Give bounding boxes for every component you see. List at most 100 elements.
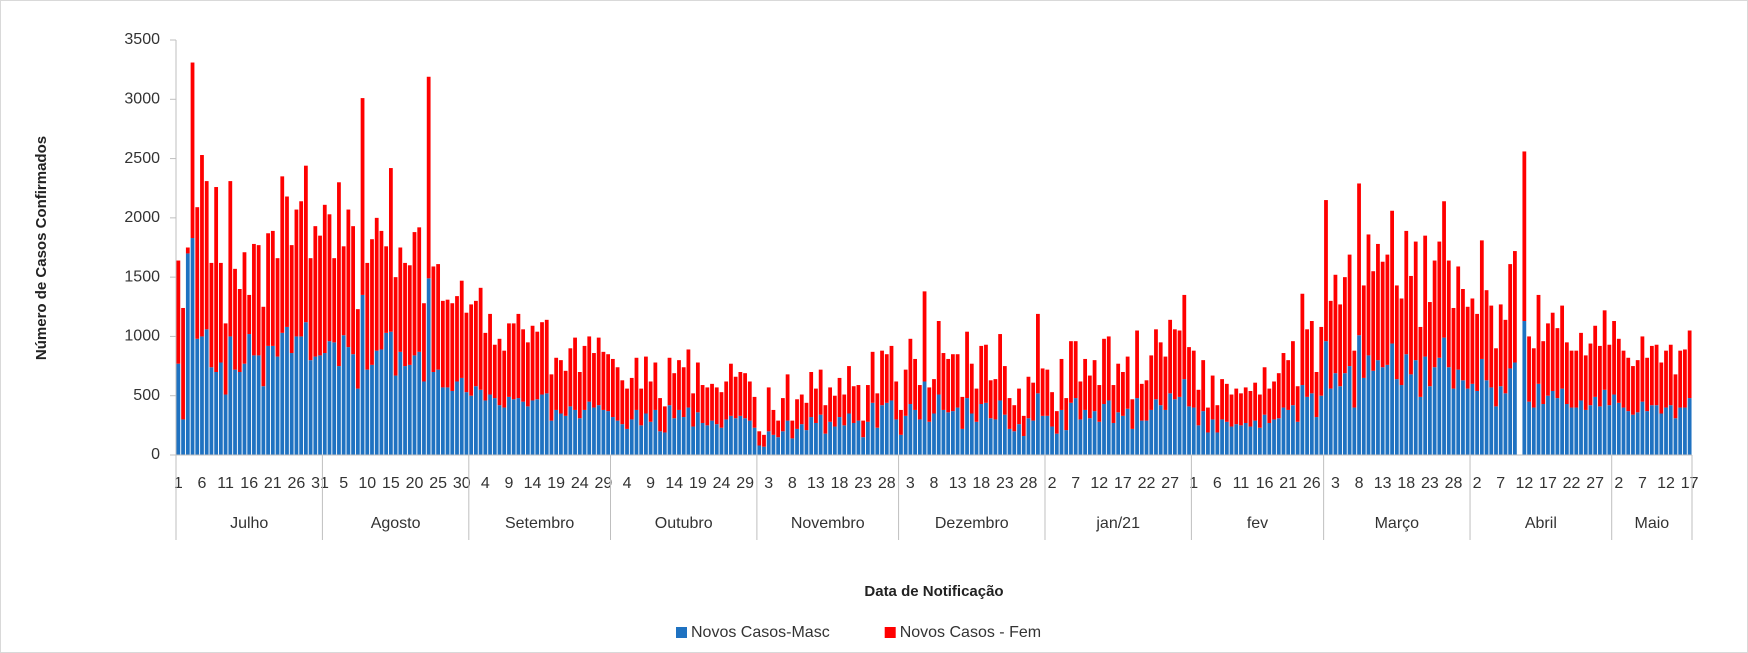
bar-segment [790, 438, 795, 455]
x-tick-label: 9 [646, 475, 655, 492]
bar-segment [440, 300, 445, 388]
bar-segment [700, 385, 705, 423]
bar-segment [403, 366, 407, 455]
month-label: Dezembro [935, 515, 1009, 532]
bar-segment [951, 354, 955, 412]
bar-segment [573, 409, 577, 455]
bar-segment [903, 415, 908, 455]
bar-segment [218, 262, 223, 363]
bar-segment [1423, 235, 1428, 357]
bar-segment [1645, 357, 1650, 412]
bar-segment [1461, 289, 1465, 381]
bar-segment [1291, 405, 1295, 455]
bar-segment [1210, 419, 1215, 455]
bar-segment [776, 420, 781, 438]
x-tick-label: 5 [339, 475, 348, 492]
bar-segment [1191, 407, 1196, 455]
bar-segment [1121, 372, 1125, 416]
bar-segment [606, 411, 611, 455]
bar-segment [280, 176, 285, 333]
bar-segment [1546, 323, 1550, 396]
bar-segment [176, 260, 181, 364]
bar-segment [1267, 422, 1272, 455]
bar-segment [644, 413, 648, 455]
bar-segment [1461, 380, 1465, 455]
bar-segment [1593, 396, 1598, 455]
x-tick-label: 31 [311, 475, 329, 492]
bar-segment [799, 394, 804, 425]
bar-segment [422, 381, 426, 455]
bar-segment [658, 431, 662, 455]
x-tick-label: 19 [547, 475, 565, 492]
x-tick-label: 10 [358, 475, 376, 492]
bar-segment [965, 331, 969, 399]
bar-segment [1380, 261, 1385, 368]
bar-segment [969, 363, 974, 414]
bar-segment [1399, 385, 1404, 455]
bar-segment [795, 428, 799, 455]
bar-segment [1059, 358, 1064, 410]
bar-segment [988, 418, 993, 455]
bar-segment [1442, 201, 1446, 338]
bar-segment [601, 409, 606, 455]
bar-segment [1130, 399, 1135, 429]
bar-segment [799, 424, 804, 455]
bar-segment [710, 420, 714, 455]
bar-segment [337, 182, 341, 367]
bar-segment [256, 245, 261, 356]
bar-segment [379, 349, 384, 455]
bar-segment [795, 399, 799, 429]
bar-segment [474, 386, 478, 455]
bar-segment [828, 387, 832, 422]
y-tick-label: 1500 [124, 268, 160, 285]
bar-segment [993, 379, 998, 420]
bar-segment [686, 407, 691, 455]
bar-segment [469, 395, 474, 455]
bar-segment [1536, 383, 1541, 455]
bar-segment [648, 421, 653, 455]
bar-segment [917, 385, 922, 420]
bar-segment [1272, 419, 1276, 455]
bar-segment [223, 394, 228, 455]
bar-segment [667, 357, 672, 406]
bar-segment [1083, 358, 1088, 410]
month-label: Novembro [791, 515, 865, 532]
month-label: jan/21 [1095, 515, 1140, 532]
bar-segment [275, 258, 280, 357]
bar-segment [337, 366, 341, 455]
bar-segment [436, 264, 441, 370]
bar-segment [908, 404, 913, 455]
bar-segment [1664, 407, 1668, 455]
bar-segment [1522, 151, 1527, 322]
bar-segment [535, 399, 540, 455]
bar-segment [1333, 274, 1338, 374]
bar-segment [804, 430, 809, 455]
bar-segment [1187, 406, 1191, 455]
bar-segment [790, 420, 795, 439]
bar-segment [875, 393, 880, 428]
bar-segment [1139, 420, 1144, 455]
bar-segment [804, 402, 809, 431]
bar-segment [936, 321, 941, 395]
bar-segment [1598, 406, 1602, 455]
bar-segment [1295, 421, 1300, 455]
bar-segment [1409, 275, 1413, 375]
y-tick-label: 3500 [124, 31, 160, 48]
bar-segment [1555, 328, 1560, 399]
bar-segment [214, 187, 219, 372]
bar-segment [610, 417, 615, 455]
bar-segment [870, 351, 875, 403]
bar-segment [1248, 390, 1253, 427]
bar-segment [1376, 360, 1380, 455]
bar-segment [927, 421, 932, 455]
bar-segment [894, 381, 899, 420]
bar-segment [1229, 426, 1234, 455]
bar-segment [478, 287, 483, 390]
bar-segment [809, 372, 814, 418]
bar-segment [974, 388, 979, 422]
x-tick-label: 11 [1233, 475, 1250, 492]
bar-segment [478, 389, 483, 455]
bar-segment [1442, 337, 1446, 455]
bar-segment [634, 409, 639, 455]
bar-segment [190, 62, 195, 239]
